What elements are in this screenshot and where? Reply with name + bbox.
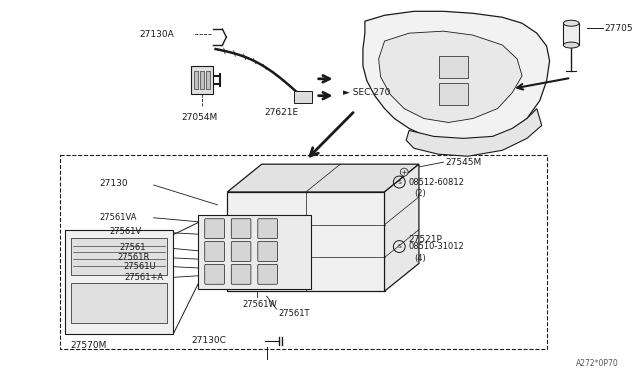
FancyBboxPatch shape [258,264,278,284]
Ellipse shape [563,42,579,48]
Text: 27054M: 27054M [181,113,218,122]
Circle shape [400,168,408,176]
Text: ► SEC.270: ► SEC.270 [343,88,390,97]
Bar [65,230,173,334]
FancyBboxPatch shape [231,264,251,284]
Text: S: S [397,244,401,249]
Ellipse shape [563,20,579,26]
Text: 27561U: 27561U [124,262,156,271]
Text: 27561T: 27561T [278,308,310,318]
FancyBboxPatch shape [258,219,278,238]
Text: 27561W: 27561W [242,299,277,309]
FancyBboxPatch shape [231,241,251,262]
Bar [227,192,385,291]
FancyBboxPatch shape [231,219,251,238]
FancyBboxPatch shape [205,219,225,238]
Text: 27521P: 27521P [408,235,442,244]
Text: 27130C: 27130C [191,336,226,345]
Text: 27545M: 27545M [445,158,482,167]
Text: 08510-31012: 08510-31012 [408,242,464,251]
Text: 27130: 27130 [100,179,128,187]
FancyBboxPatch shape [258,241,278,262]
FancyBboxPatch shape [205,264,225,284]
Text: 27570M: 27570M [70,341,106,350]
Text: 27705: 27705 [605,24,633,33]
Bar [563,23,579,45]
Bar [71,283,168,323]
Text: 27621E: 27621E [265,108,299,117]
Bar [200,71,204,89]
Text: (4): (4) [414,254,426,263]
Bar [438,83,468,105]
Bar [294,91,312,103]
Bar [438,56,468,78]
Text: 27561R: 27561R [117,253,150,262]
Bar [71,238,168,275]
Text: 27561V: 27561V [109,227,141,236]
Bar [205,71,210,89]
Polygon shape [363,11,550,142]
FancyBboxPatch shape [205,241,225,262]
Polygon shape [406,109,541,156]
Text: (2): (2) [414,189,426,198]
Text: A272*0P70: A272*0P70 [576,359,619,368]
Text: S: S [397,180,401,185]
Text: 27561: 27561 [119,243,146,252]
Polygon shape [379,31,522,122]
Bar [198,215,311,289]
Bar [191,66,212,94]
Text: 27130A: 27130A [139,30,173,39]
Polygon shape [385,164,419,291]
Text: 27561VA: 27561VA [100,213,137,222]
Text: 08512-60812: 08512-60812 [408,177,464,186]
Polygon shape [227,164,419,192]
Bar [194,71,198,89]
Text: 27561+A: 27561+A [124,273,163,282]
